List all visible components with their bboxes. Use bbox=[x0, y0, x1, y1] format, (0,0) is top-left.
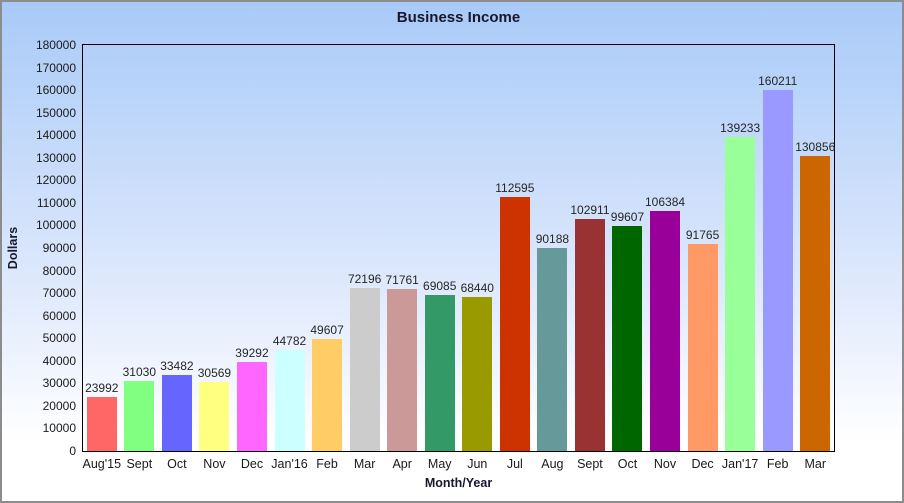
bar-value-label: 130856 bbox=[795, 140, 836, 154]
bar-value-label: 33482 bbox=[160, 359, 194, 373]
y-tick-label: 80000 bbox=[42, 263, 76, 278]
y-tick-label: 150000 bbox=[35, 105, 76, 120]
bar-may bbox=[424, 295, 455, 451]
bar-oct bbox=[612, 226, 643, 451]
bar-value-label: 139233 bbox=[720, 121, 761, 135]
bar-value-label: 112595 bbox=[495, 181, 535, 195]
y-tick-label: 10000 bbox=[42, 421, 76, 436]
bar-sept bbox=[124, 381, 155, 451]
x-tick-label: Aug'15 bbox=[82, 457, 122, 471]
bar-nov bbox=[199, 382, 230, 451]
x-tick-label: Dec bbox=[240, 457, 264, 471]
bar-value-label: 69085 bbox=[423, 279, 457, 293]
bar-dec bbox=[687, 244, 718, 451]
bar-value-label: 71761 bbox=[385, 273, 419, 287]
chart-title: Business Income bbox=[396, 9, 521, 26]
bar-value-label: 68440 bbox=[460, 281, 494, 295]
x-tick-label: Jan'16 bbox=[271, 457, 308, 471]
x-tick-label: Oct bbox=[617, 457, 638, 471]
y-tick-label: 160000 bbox=[35, 83, 76, 98]
bar-value-label: 102911 bbox=[570, 203, 610, 217]
bar-jan16 bbox=[274, 350, 305, 451]
bar-dec bbox=[236, 362, 267, 451]
x-tick-label: Sept bbox=[577, 457, 603, 471]
y-tick-label: 130000 bbox=[35, 150, 76, 165]
bar-mar bbox=[349, 288, 380, 451]
bar-jun bbox=[462, 297, 493, 451]
bar-aug bbox=[537, 248, 568, 451]
bar-nov bbox=[650, 211, 681, 451]
bar-value-label: 91765 bbox=[685, 228, 720, 242]
bar-value-label: 23992 bbox=[85, 381, 119, 395]
x-tick-label: Jul bbox=[506, 457, 523, 471]
x-tick-label: Sept bbox=[126, 457, 153, 471]
y-tick-label: 100000 bbox=[35, 218, 76, 233]
y-tick-label: 180000 bbox=[35, 38, 76, 52]
bar-jul bbox=[499, 197, 530, 451]
bar-value-label: 49607 bbox=[310, 323, 344, 337]
y-tick-label: 170000 bbox=[35, 60, 76, 75]
bar-apr bbox=[387, 289, 418, 451]
x-tick-label: Aug bbox=[541, 457, 564, 471]
plot-area: 23992 31030 33482 30569 39292 44782 49607 72196… bbox=[82, 44, 835, 452]
x-tick-label: Jun bbox=[467, 457, 488, 471]
y-tick-label: 110000 bbox=[36, 195, 76, 210]
bar-feb bbox=[762, 90, 793, 451]
bar-mar bbox=[800, 156, 831, 451]
bar-value-label: 90188 bbox=[535, 232, 570, 246]
x-tick-label: Nov bbox=[203, 457, 226, 471]
x-tick-label: Feb bbox=[766, 457, 789, 471]
bar-value-label: 31030 bbox=[122, 365, 156, 379]
x-tick-label: Mar bbox=[353, 457, 376, 471]
y-tick-label: 140000 bbox=[35, 128, 76, 143]
bar-value-label: 30569 bbox=[197, 366, 232, 380]
x-tick-label: Oct bbox=[167, 457, 187, 471]
x-tick-label: Apr bbox=[392, 457, 412, 471]
y-tick-label: 120000 bbox=[35, 173, 76, 188]
bar-value-label: 99607 bbox=[610, 210, 645, 224]
y-tick-label: 60000 bbox=[42, 308, 76, 323]
x-tick-label: Dec bbox=[691, 457, 714, 471]
bar-aug15 bbox=[86, 397, 117, 451]
x-tick-label: Feb bbox=[316, 457, 338, 471]
bar-sept bbox=[574, 219, 605, 451]
bar-jan17 bbox=[725, 137, 756, 451]
y-tick-label: 30000 bbox=[42, 376, 76, 391]
x-tick-label: May bbox=[427, 457, 452, 471]
bar-value-label: 106384 bbox=[644, 195, 686, 209]
y-tick-label: 0 bbox=[69, 444, 76, 458]
x-tick-label: Mar bbox=[804, 457, 826, 471]
bar-value-label: 39292 bbox=[235, 346, 269, 360]
x-tick-label: Jan'17 bbox=[721, 457, 759, 471]
x-axis-title: Month/Year bbox=[424, 476, 493, 490]
bar-oct bbox=[161, 375, 192, 451]
y-tick-label: 70000 bbox=[42, 286, 76, 301]
y-tick-label: 40000 bbox=[42, 353, 76, 368]
bar-value-label: 160211 bbox=[758, 74, 798, 88]
x-tick-label: Nov bbox=[653, 457, 677, 471]
bar-feb bbox=[312, 339, 343, 451]
y-tick-label: 90000 bbox=[42, 241, 76, 255]
bar-value-label: 44782 bbox=[272, 334, 307, 348]
y-tick-label: 20000 bbox=[42, 398, 76, 413]
y-tick-label: 50000 bbox=[42, 331, 76, 346]
bar-value-label: 72196 bbox=[347, 272, 382, 286]
